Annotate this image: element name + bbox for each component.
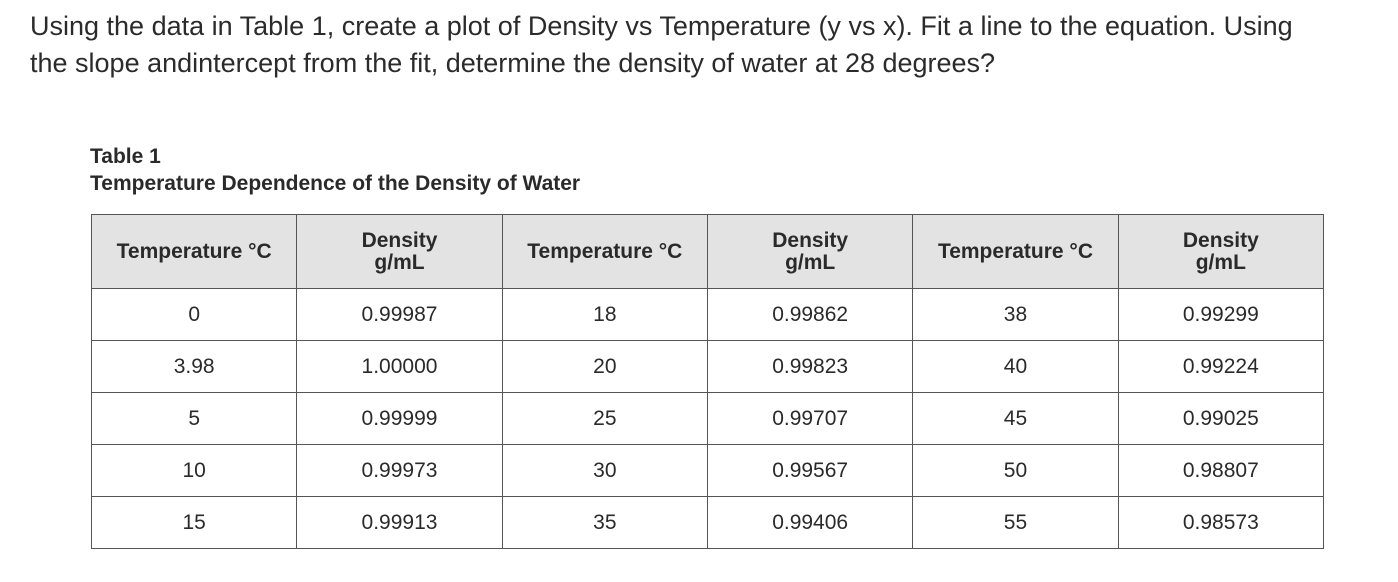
table-caption: Table 1 Temperature Dependence of the De… xyxy=(90,143,580,197)
table-cell: 35 xyxy=(501,496,708,549)
table-cell: 3.98 xyxy=(90,340,298,393)
table-cell: 0.99973 xyxy=(296,444,503,497)
table-cell: 15 xyxy=(90,496,298,549)
header-temperature: Temperature °C xyxy=(90,214,298,289)
table-cell: 0.99567 xyxy=(706,444,914,497)
header-density: Density g/mL xyxy=(706,214,914,289)
question-line-2: the slope andintercept from the fit, det… xyxy=(30,48,996,78)
table-cell: 10 xyxy=(90,444,298,497)
table-row: 10 0.99973 30 0.99567 50 0.98807 xyxy=(90,444,1325,497)
table-cell: 0.99862 xyxy=(706,288,914,341)
table-cell: 0.99987 xyxy=(296,288,503,341)
header-density-unit: g/mL xyxy=(1195,250,1246,274)
table-cell: 0.98807 xyxy=(1117,444,1325,497)
table-number: Table 1 xyxy=(90,145,161,168)
table-cell: 0.99224 xyxy=(1117,340,1325,393)
table-cell: 20 xyxy=(501,340,708,393)
table-cell: 0.99823 xyxy=(706,340,914,393)
header-density-unit: g/mL xyxy=(785,250,836,274)
table-row: 0 0.99987 18 0.99862 38 0.99299 xyxy=(90,288,1325,341)
table-row: 15 0.99913 35 0.99406 55 0.98573 xyxy=(90,496,1325,549)
header-temperature: Temperature °C xyxy=(912,214,1119,289)
table-cell: 5 xyxy=(90,392,298,445)
table-cell: 0.99299 xyxy=(1117,288,1325,341)
table-cell: 0.99913 xyxy=(296,496,503,549)
header-density: Density g/mL xyxy=(296,214,503,289)
table-cell: 1.00000 xyxy=(296,340,503,393)
header-density: Density g/mL xyxy=(1117,214,1325,289)
table-cell: 50 xyxy=(912,444,1119,497)
header-temperature: Temperature °C xyxy=(501,214,708,289)
table-cell: 30 xyxy=(501,444,708,497)
table-cell: 0.98573 xyxy=(1117,496,1325,549)
question-text: Using the data in Table 1, create a plot… xyxy=(30,8,1370,82)
header-density-label: Density xyxy=(1182,228,1259,252)
header-density-unit: g/mL xyxy=(374,250,425,274)
table-row: 3.98 1.00000 20 0.99823 40 0.99224 xyxy=(90,340,1325,393)
table-cell: 0.99406 xyxy=(706,496,914,549)
table-cell: 0.99025 xyxy=(1117,392,1325,445)
table-row: 5 0.99999 25 0.99707 45 0.99025 xyxy=(90,392,1325,445)
table-cell: 38 xyxy=(912,288,1119,341)
density-table: Temperature °C Density g/mL Temperature … xyxy=(90,214,1325,549)
table-cell: 0.99707 xyxy=(706,392,914,445)
table-cell: 40 xyxy=(912,340,1119,393)
table-cell: 18 xyxy=(501,288,708,341)
header-density-label: Density xyxy=(361,228,438,252)
table-cell: 25 xyxy=(501,392,708,445)
question-line-1: Using the data in Table 1, create a plot… xyxy=(30,11,1293,41)
header-density-label: Density xyxy=(772,228,849,252)
table-cell: 0.99999 xyxy=(296,392,503,445)
table-header-row: Temperature °C Density g/mL Temperature … xyxy=(90,214,1325,289)
table-cell: 45 xyxy=(912,392,1119,445)
table-title: Temperature Dependence of the Density of… xyxy=(90,172,581,195)
table-cell: 55 xyxy=(912,496,1119,549)
table-cell: 0 xyxy=(90,288,298,341)
